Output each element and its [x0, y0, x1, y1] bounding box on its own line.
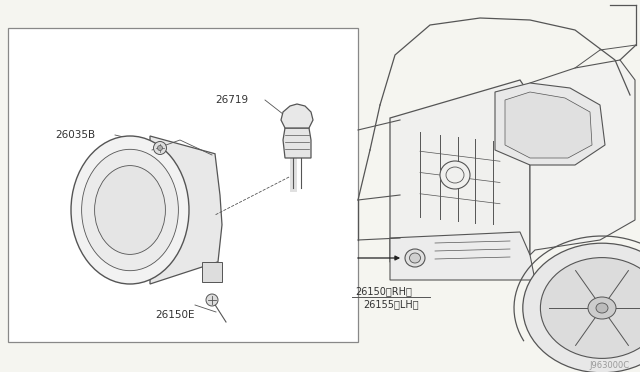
Polygon shape: [390, 232, 535, 280]
Ellipse shape: [540, 257, 640, 358]
Bar: [8, 28, 358, 342]
Ellipse shape: [410, 253, 420, 263]
Polygon shape: [530, 60, 635, 255]
Ellipse shape: [596, 303, 608, 313]
Polygon shape: [281, 104, 313, 128]
Polygon shape: [390, 80, 530, 262]
Text: 26035B: 26035B: [55, 130, 95, 140]
Ellipse shape: [157, 145, 163, 151]
Polygon shape: [150, 136, 222, 284]
Ellipse shape: [71, 136, 189, 284]
Ellipse shape: [154, 141, 166, 154]
Ellipse shape: [82, 149, 179, 271]
Polygon shape: [283, 128, 311, 158]
Text: J963000C: J963000C: [590, 360, 630, 369]
Text: 26150E: 26150E: [156, 310, 195, 320]
Ellipse shape: [440, 161, 470, 189]
Polygon shape: [495, 83, 605, 165]
Text: 26150〈RH〉: 26150〈RH〉: [355, 286, 412, 296]
Ellipse shape: [206, 294, 218, 306]
Text: 26719: 26719: [215, 95, 248, 105]
Polygon shape: [505, 92, 592, 158]
Ellipse shape: [446, 167, 464, 183]
Ellipse shape: [588, 297, 616, 319]
Ellipse shape: [405, 249, 425, 267]
Ellipse shape: [95, 166, 165, 254]
Ellipse shape: [523, 243, 640, 372]
Text: 26155〈LH〉: 26155〈LH〉: [363, 299, 419, 309]
Polygon shape: [202, 262, 222, 282]
